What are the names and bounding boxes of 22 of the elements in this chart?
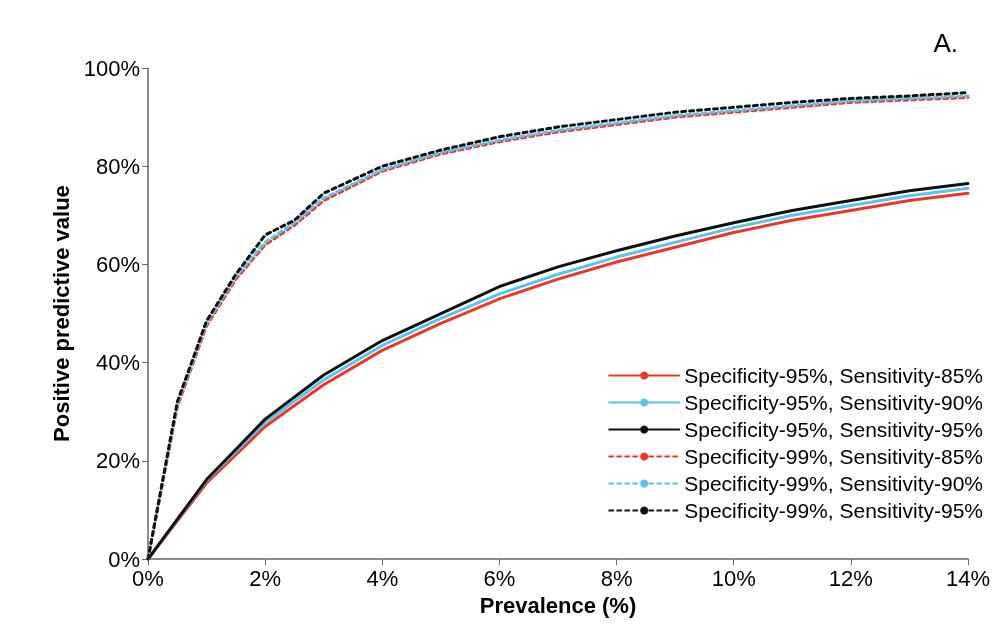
legend-label: Specificity-99%, Sensitivity-95% (684, 499, 983, 522)
legend-label: Specificity-95%, Sensitivity-90% (684, 391, 983, 414)
x-tick-label: 14% (945, 565, 991, 591)
x-tick-label: 10% (711, 565, 756, 591)
x-tick-label: 12% (828, 565, 873, 591)
x-tick-label: 8% (600, 565, 633, 591)
x-tick-label: 4% (366, 565, 399, 591)
y-tick-label: 60% (95, 251, 140, 277)
y-tick-label: 0% (108, 546, 140, 572)
y-tick-label: 100% (83, 55, 140, 81)
legend-label: Specificity-95%, Sensitivity-85% (684, 364, 983, 387)
legend-label: Specificity-99%, Sensitivity-85% (684, 445, 983, 468)
legend-label: Specificity-95%, Sensitivity-95% (684, 418, 983, 441)
y-tick-label: 80% (95, 153, 140, 179)
legend-label: Specificity-99%, Sensitivity-90% (684, 472, 983, 495)
x-tick-label: 6% (483, 565, 516, 591)
y-tick-label: 20% (95, 448, 140, 474)
x-tick-label: 2% (249, 565, 282, 591)
y-axis-title: Positive predictive value (49, 185, 75, 442)
y-tick-label: 40% (95, 350, 140, 376)
text: A. (933, 28, 959, 58)
x-axis-title: Prevalence (%) (479, 592, 637, 618)
